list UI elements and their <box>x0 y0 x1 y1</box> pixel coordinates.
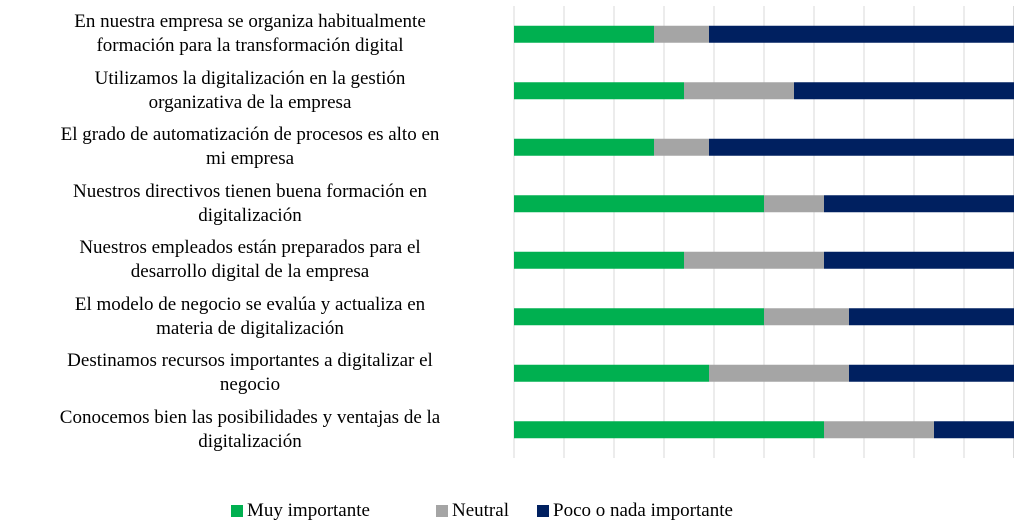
bar-segment <box>824 421 934 439</box>
bar-segment <box>709 138 1014 156</box>
legend-item: Muy importante <box>231 500 370 522</box>
legend-label: Muy importante <box>247 500 370 521</box>
bar-segment <box>654 25 709 43</box>
bar-segment <box>824 195 1014 213</box>
bar-segment <box>849 364 1014 382</box>
category-label: El modelo de negocio se evalúa y actuali… <box>74 293 426 339</box>
bar-segment <box>934 421 1014 439</box>
bar-segment <box>514 251 684 269</box>
bar-segment <box>684 251 824 269</box>
category-label: En nuestra empresa se organiza habitualm… <box>74 11 426 57</box>
legend-item: Poco o nada importante <box>537 500 733 522</box>
category-label: Destinamos recursos importantes a digita… <box>67 350 433 396</box>
bar-segment <box>709 25 1014 43</box>
legend-item: Neutral <box>436 500 509 522</box>
bar-segment <box>764 308 849 326</box>
bar-segment <box>514 364 709 382</box>
bar-segment <box>514 308 764 326</box>
bar-segment <box>654 138 709 156</box>
category-label: Nuestros directivos tienen buena formaci… <box>72 180 428 226</box>
bar-segment <box>514 25 654 43</box>
bar-segment <box>849 308 1014 326</box>
category-label: El grado de automatización de procesos e… <box>60 124 440 170</box>
legend-swatch <box>231 505 243 517</box>
category-label: Conocemos bien las posibilidades y venta… <box>59 406 441 452</box>
bar-segment <box>514 138 654 156</box>
bar-segment <box>764 195 824 213</box>
bar-segment <box>514 421 824 439</box>
category-label: Nuestros empleados están preparados para… <box>79 237 421 283</box>
legend-label: Neutral <box>452 500 509 521</box>
bar-segment <box>684 82 794 100</box>
bar-segment <box>514 195 764 213</box>
bar-segment <box>824 251 1014 269</box>
bar-segment <box>709 364 849 382</box>
legend-swatch <box>537 505 549 517</box>
category-label: Utilizamos la digitalización en la gesti… <box>94 67 406 113</box>
legend-swatch <box>436 505 448 517</box>
bar-segment <box>514 82 684 100</box>
legend-label: Poco o nada importante <box>553 500 733 521</box>
bar-segment <box>794 82 1014 100</box>
